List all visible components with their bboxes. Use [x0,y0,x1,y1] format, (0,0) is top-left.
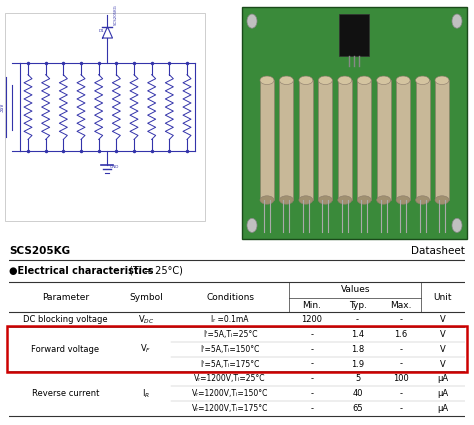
Text: 5: 5 [355,374,360,383]
Ellipse shape [452,218,462,232]
Text: μA: μA [438,389,448,398]
Ellipse shape [452,14,462,28]
Text: Min.: Min. [302,300,321,309]
Text: -: - [310,389,314,398]
Bar [280,80,293,200]
Ellipse shape [260,76,274,85]
Bar [299,80,313,200]
Text: Unit: Unit [434,292,452,301]
Ellipse shape [416,76,429,85]
Text: Max.: Max. [390,300,411,309]
Ellipse shape [280,76,293,85]
Text: Datasheet: Datasheet [410,246,465,256]
Text: Iᶠ=5A,Tᵢ=175°C: Iᶠ=5A,Tᵢ=175°C [201,360,260,368]
Text: 1200: 1200 [301,315,323,324]
Ellipse shape [416,196,429,204]
Text: V$_{DC}$: V$_{DC}$ [138,313,154,326]
Bar [396,80,410,200]
Text: 1.8: 1.8 [351,345,364,354]
Text: ●Electrical characteristics: ●Electrical characteristics [9,266,154,276]
Text: 1.6: 1.6 [394,330,408,339]
Text: -: - [310,360,314,368]
Ellipse shape [338,196,352,204]
Text: -: - [399,404,402,413]
Text: Symbol: Symbol [129,292,163,301]
Text: D1: D1 [99,29,104,34]
Bar [242,7,467,239]
Ellipse shape [435,76,449,85]
Text: V: V [440,345,446,354]
Text: Parameter: Parameter [42,292,89,301]
Text: -: - [399,345,402,354]
Text: -: - [399,315,402,324]
Ellipse shape [435,196,449,204]
Text: -: - [310,374,314,383]
Text: 40: 40 [352,389,363,398]
Text: 65: 65 [352,404,363,413]
Ellipse shape [357,196,371,204]
Text: 1.9: 1.9 [351,360,364,368]
Text: I$_R$: I$_R$ [142,388,150,400]
Text: -: - [399,360,402,368]
Ellipse shape [338,76,352,85]
Text: (Tᵢ = 25°C): (Tᵢ = 25°C) [126,266,182,276]
Text: V: V [440,315,446,324]
Text: Iᶠ=5A,Tᵢ=25°C: Iᶠ=5A,Tᵢ=25°C [203,330,257,339]
Ellipse shape [396,196,410,204]
Ellipse shape [247,14,257,28]
Ellipse shape [319,196,332,204]
Text: V: V [440,360,446,368]
Ellipse shape [260,196,274,204]
Bar [260,80,274,200]
Text: Vᵣ=1200V,Tᵢ=175°C: Vᵣ=1200V,Tᵢ=175°C [192,404,268,413]
Text: 100: 100 [393,374,409,383]
Bar [338,80,352,200]
Text: SCS205KG: SCS205KG [9,246,71,256]
Ellipse shape [377,196,391,204]
Ellipse shape [299,196,313,204]
Ellipse shape [377,76,391,85]
Text: Iᵣ =0.1mA: Iᵣ =0.1mA [211,315,249,324]
Ellipse shape [299,76,313,85]
Bar [435,80,449,200]
Bar [339,14,369,57]
Text: -: - [399,389,402,398]
Text: Conditions: Conditions [206,292,254,301]
Bar [377,80,391,200]
Ellipse shape [357,76,371,85]
Text: GND: GND [109,164,119,169]
Text: SCS205KG: SCS205KG [113,4,118,25]
Ellipse shape [396,76,410,85]
Ellipse shape [247,218,257,232]
Text: V: V [440,330,446,339]
Text: DC blocking voltage: DC blocking voltage [23,315,108,324]
Text: Iᶠ=5A,Tᵢ=150°C: Iᶠ=5A,Tᵢ=150°C [201,345,260,354]
Text: μA: μA [438,404,448,413]
Bar [416,80,429,200]
Text: Typ.: Typ. [348,300,366,309]
Text: V$_F$: V$_F$ [140,343,152,355]
Text: Values: Values [340,286,370,295]
Text: -: - [310,345,314,354]
Bar [319,80,332,200]
Bar [5,13,205,221]
Text: Reverse current: Reverse current [32,389,99,398]
Ellipse shape [319,76,332,85]
Text: -: - [310,404,314,413]
Text: Vᵣ=1200V,Tᵢ=25°C: Vᵣ=1200V,Tᵢ=25°C [194,374,266,383]
Text: Vᵣ=1200V,Tᵢ=150°C: Vᵣ=1200V,Tᵢ=150°C [192,389,268,398]
Text: 36V: 36V [0,102,4,112]
Text: 1.4: 1.4 [351,330,364,339]
Ellipse shape [280,196,293,204]
Text: -: - [310,330,314,339]
Text: μA: μA [438,374,448,383]
Text: Forward voltage: Forward voltage [31,345,99,354]
Text: -: - [356,315,359,324]
Bar [357,80,371,200]
